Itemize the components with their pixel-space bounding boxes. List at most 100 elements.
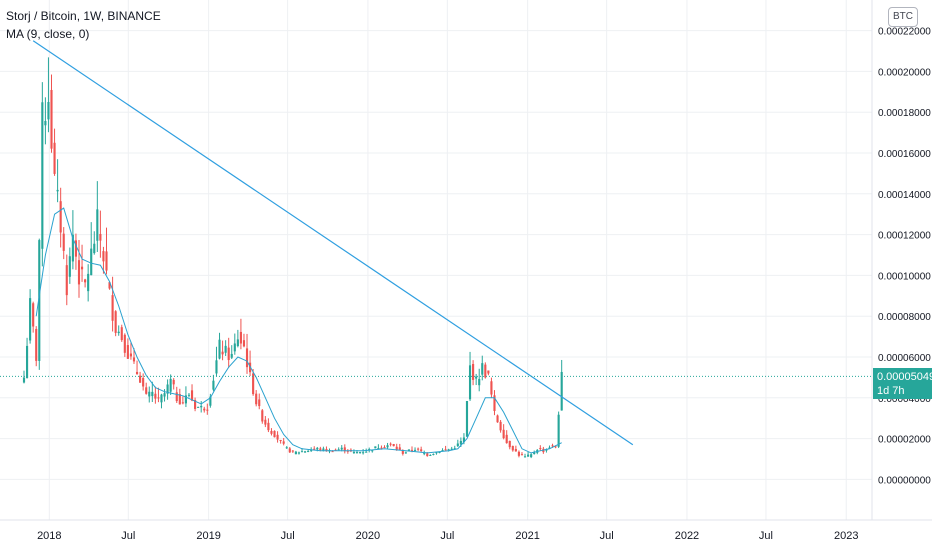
candle-body — [441, 450, 444, 452]
candle-body — [166, 384, 169, 394]
candle-body — [71, 234, 74, 262]
price-tick-label: 0.00016000 — [878, 149, 931, 160]
candle-body — [520, 454, 524, 456]
time-tick-label: 2021 — [515, 530, 539, 542]
candle-body — [105, 251, 108, 271]
time-tick-label: 2020 — [356, 530, 380, 542]
candle-body — [514, 449, 517, 452]
candle-body — [523, 456, 527, 458]
candle-body — [413, 449, 417, 451]
candle-body — [362, 452, 365, 454]
candle-body — [172, 379, 175, 385]
candle-body — [417, 448, 420, 450]
candle-body — [297, 452, 301, 454]
candle-body — [300, 451, 304, 453]
candle-body — [239, 331, 242, 344]
candle-body — [132, 357, 136, 362]
candle-body — [557, 414, 560, 447]
candle-body — [129, 353, 133, 357]
candle-body — [392, 444, 395, 447]
candle-body — [93, 243, 96, 254]
ma-legend[interactable]: MA (9, close, 0) — [6, 27, 90, 41]
candle-body — [490, 381, 493, 395]
price-tick-label: 0.00002000 — [878, 435, 931, 446]
candle-body — [175, 392, 178, 402]
last-price-value: 0.00005049 — [877, 371, 932, 384]
candle-body — [120, 327, 123, 341]
candle-body — [493, 395, 496, 411]
candle-body — [435, 451, 438, 454]
candle-body — [47, 101, 50, 120]
candle-body — [59, 201, 62, 233]
candle-body — [163, 393, 166, 397]
candle-body — [499, 421, 502, 431]
candle-body — [44, 120, 47, 126]
candle-body — [334, 449, 337, 451]
candle-body — [426, 453, 429, 457]
candle-body — [551, 445, 554, 447]
time-tick-label: 2019 — [196, 530, 220, 542]
candle-body — [285, 447, 288, 449]
candle-body — [218, 339, 221, 359]
candle-body — [230, 353, 233, 358]
price-axis-labels[interactable]: 0.000000000.000020000.000040000.00006000… — [878, 0, 931, 487]
candle-body — [160, 394, 163, 403]
candle-body — [456, 443, 459, 447]
candle-body — [472, 363, 475, 380]
candle-body — [29, 298, 32, 341]
candle-body — [96, 209, 99, 241]
candle-body — [462, 437, 466, 443]
price-tick-label: 0.00022000 — [878, 27, 931, 38]
candle-body — [307, 450, 310, 452]
price-tick-label: 0.00010000 — [878, 271, 931, 282]
candle-body — [468, 365, 472, 400]
candle-body — [319, 448, 322, 451]
candle-body — [374, 446, 377, 449]
candle-body — [340, 447, 343, 450]
candle-body — [355, 452, 359, 454]
candle-body — [148, 391, 151, 397]
candle-body — [65, 265, 68, 296]
candle-body — [139, 375, 142, 383]
candle-body — [197, 406, 200, 408]
currency-badge[interactable]: BTC — [888, 7, 918, 27]
candle-body — [151, 391, 154, 397]
vertical-grid — [48, 0, 847, 520]
candle-body — [77, 260, 81, 285]
candle-body — [511, 446, 514, 451]
candle-body — [242, 340, 246, 347]
candle-body — [395, 446, 398, 450]
candle-body — [221, 351, 224, 355]
time-tick-label: 2022 — [675, 530, 699, 542]
candle-body — [117, 331, 120, 334]
candle-body — [407, 449, 411, 451]
candle-body — [245, 348, 249, 368]
time-tick-label: 2023 — [834, 530, 858, 542]
moving-average-line — [35, 207, 562, 454]
candle-body — [41, 102, 44, 249]
price-tick-label: 0.00018000 — [878, 108, 931, 119]
candle-body — [178, 394, 181, 405]
candle-body — [227, 347, 230, 361]
candle-body — [74, 240, 78, 257]
candle-body — [273, 430, 276, 438]
candle-body — [68, 256, 71, 277]
candle-body — [279, 439, 282, 442]
candle-body — [420, 449, 423, 452]
candle-body — [233, 343, 236, 352]
time-axis-labels[interactable]: 2018 Jul 2019 Jul 2020 Jul 2021 Jul 2022 Jul 2023 — [37, 530, 858, 542]
candle-body — [255, 393, 258, 405]
candle-body — [539, 447, 542, 450]
candle-body — [365, 451, 368, 453]
symbol-legend[interactable]: Storj / Bitcoin, 1W, BINANCE — [6, 9, 161, 23]
candle-body — [530, 454, 533, 458]
candle-body — [87, 273, 90, 292]
candle-body — [84, 279, 87, 283]
candle-body — [282, 441, 285, 444]
candle-body — [154, 393, 157, 399]
trendline[interactable] — [32, 40, 634, 446]
price-tick-label: 0.00000000 — [878, 475, 931, 486]
candle-body — [386, 445, 389, 448]
candle-body — [383, 447, 386, 449]
